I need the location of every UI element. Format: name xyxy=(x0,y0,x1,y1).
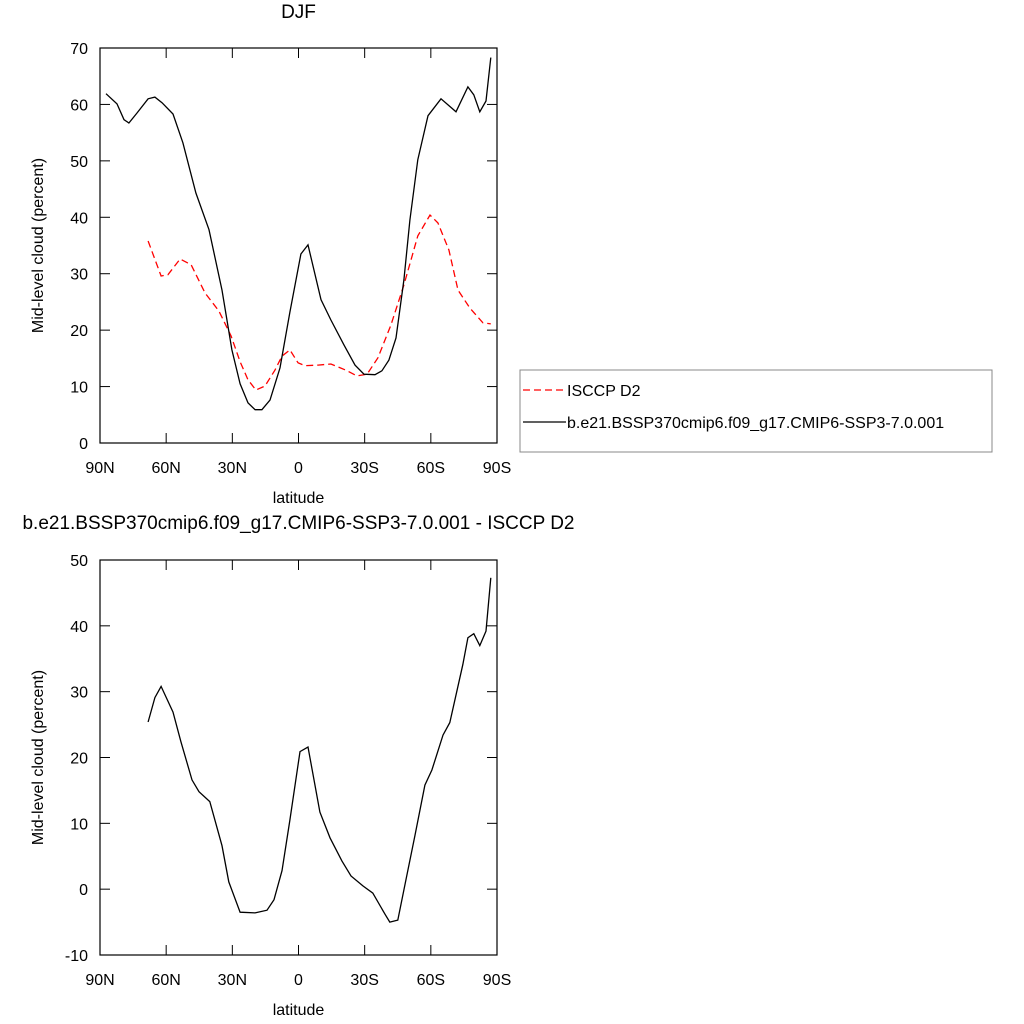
plot-frame xyxy=(99,47,498,444)
y-tick-label: 40 xyxy=(70,619,88,636)
plot: b.e21.BSSP370cmip6.f09_g17.CMIP6-SSP3-7.… xyxy=(22,513,574,1019)
legend: ISCCP D2 b.e21.BSSP370cmip6.f09_g17.CMIP6… xyxy=(519,369,993,453)
x-tick-label: 30S xyxy=(350,972,378,989)
x-tick-label: 60S xyxy=(417,972,445,989)
x-tick-label: 90S xyxy=(483,460,511,477)
plot: DJF 90N 60N 30N 0 30S 60S 90S 0 10 20 30 40 50 60 70 lat… xyxy=(30,2,993,507)
series-line xyxy=(147,213,491,391)
x-tick-label: 0 xyxy=(294,460,303,477)
x-tick-label: 30N xyxy=(218,460,247,477)
y-tick-label: 0 xyxy=(79,436,88,453)
y-tick-label: 60 xyxy=(70,97,88,114)
y-axis-label: Mid-level cloud (percent) xyxy=(30,158,47,333)
x-tick-label: 30S xyxy=(350,460,378,477)
x-tick-label: 60N xyxy=(151,460,180,477)
y-tick-label: 20 xyxy=(70,751,88,768)
chart-title: b.e21.BSSP370cmip6.f09_g17.CMIP6-SSP3-7.… xyxy=(22,513,574,534)
x-tick-label: 0 xyxy=(294,972,303,989)
x-axis-label: latitude xyxy=(273,490,325,507)
y-axis-label: Mid-level cloud (percent) xyxy=(30,670,47,845)
y-tick-label: 50 xyxy=(70,553,88,570)
x-tick-label: 60N xyxy=(151,972,180,989)
y-tick-label: 50 xyxy=(70,154,88,171)
chart-title: DJF xyxy=(281,2,316,23)
x-tick-label: 90N xyxy=(85,972,114,989)
x-tick-label: 30N xyxy=(218,972,247,989)
series-line xyxy=(147,577,492,923)
y-tick-label: 40 xyxy=(70,210,88,227)
y-tick-label: 0 xyxy=(79,882,88,899)
legend-label: b.e21.BSSP370cmip6.f09_g17.CMIP6-SSP3-7.… xyxy=(567,415,944,432)
y-tick-label: 10 xyxy=(70,380,88,397)
x-tick-label: 90N xyxy=(85,460,114,477)
x-axis-label: latitude xyxy=(273,1002,325,1019)
y-tick-label: 20 xyxy=(70,323,88,340)
x-tick-label: 90S xyxy=(483,972,511,989)
y-tick-label: 30 xyxy=(70,685,88,702)
series-line xyxy=(105,57,492,411)
legend-label: ISCCP D2 xyxy=(567,383,641,400)
y-tick-label: 10 xyxy=(70,816,88,833)
y-tick-label: -10 xyxy=(65,948,88,965)
legend-box xyxy=(519,369,993,453)
y-tick-label: 30 xyxy=(70,267,88,284)
x-tick-label: 60S xyxy=(417,460,445,477)
y-tick-label: 70 xyxy=(70,41,88,58)
